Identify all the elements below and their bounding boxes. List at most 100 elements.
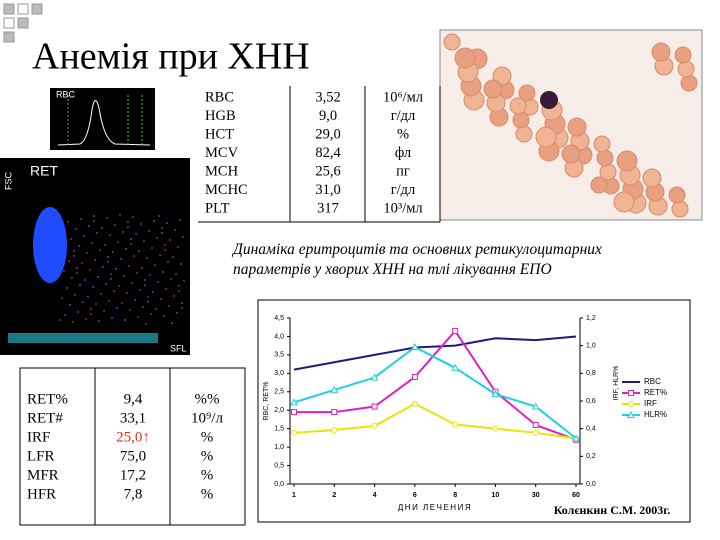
erythrocyte	[668, 186, 686, 204]
scatter-dot	[177, 246, 179, 248]
erythrocyte	[596, 149, 614, 167]
scatter-dot	[91, 242, 93, 244]
scatter-dot	[71, 277, 73, 279]
erythrocyte	[518, 84, 536, 102]
scatter-dot	[107, 261, 109, 263]
marker	[452, 421, 459, 428]
scatter-dot	[181, 302, 183, 304]
scatter-dot	[131, 282, 133, 284]
scatter-dot	[95, 303, 97, 305]
erythrocyte	[593, 135, 611, 153]
table-cell: 9,0	[319, 108, 337, 124]
scatter-dot	[83, 235, 85, 237]
ret-table	[19, 367, 246, 526]
scatter-dot	[66, 287, 68, 289]
scatter-label: RET	[30, 163, 58, 179]
chart-caption: Динаміка еритроцитів та основних ретикул…	[231, 241, 602, 278]
table-cell: RET%	[27, 391, 68, 407]
x-tick-label: 6	[413, 492, 417, 499]
y-tick-label: 3,5	[274, 352, 284, 359]
marker	[492, 425, 499, 432]
erythrocyte	[674, 46, 692, 64]
scatter-dot	[119, 214, 121, 216]
erythrocyte	[567, 117, 587, 137]
scatter-dot	[117, 241, 119, 243]
scatter-dot	[134, 299, 136, 301]
table-cell: 17,2	[120, 467, 146, 483]
y-tick-label: 4,0	[274, 333, 284, 340]
marker	[291, 409, 297, 416]
erythrocyte	[483, 79, 503, 99]
histogram-label: RBC	[56, 89, 76, 99]
scatter-dot	[59, 319, 61, 321]
table-cell: RET#	[27, 410, 63, 426]
scatter-dot	[128, 265, 130, 267]
table-cell: 10³/мл	[383, 200, 422, 216]
table-cell: 31,0	[315, 182, 340, 198]
erythrocyte	[642, 168, 662, 188]
x-tick-label: 2	[332, 492, 336, 499]
scatter-dot	[178, 285, 180, 287]
chart-frame	[257, 299, 691, 523]
scatter-dot	[124, 319, 126, 321]
table-cell: фл	[395, 145, 411, 161]
table-cell: %%	[195, 391, 220, 407]
scatter-dot	[82, 301, 84, 303]
series-line	[293, 345, 577, 440]
erythrocyte	[512, 111, 530, 129]
scatter-dot	[61, 297, 63, 299]
scatter-dot	[110, 273, 112, 275]
scatter-dot	[74, 294, 76, 296]
legend-label: IRF	[644, 399, 657, 408]
x-tick-label: 30	[532, 492, 540, 499]
scatter-dot	[165, 288, 167, 290]
scatter-dot	[160, 298, 162, 300]
erythrocyte	[535, 126, 557, 148]
scatter-dot	[178, 290, 180, 292]
scatter-dot	[171, 322, 173, 324]
scatter-dot	[136, 272, 138, 274]
scatter-dot	[89, 269, 91, 271]
scatter-dot	[183, 280, 185, 282]
scatter-dot	[75, 228, 77, 230]
scatter-dot	[135, 233, 137, 235]
table-cell: HGB	[205, 108, 236, 124]
x-axis-label: ДНИ ЛЕЧЕНИЯ	[398, 503, 472, 512]
table-cell: MFR	[27, 467, 59, 483]
marker	[452, 327, 459, 334]
marker	[291, 429, 297, 436]
table-cell: пг	[396, 163, 410, 179]
table-cell: %	[397, 126, 409, 142]
scatter-dot	[76, 267, 78, 269]
marker	[627, 410, 635, 418]
y2-axis-label: IRF, HLR%	[613, 366, 620, 401]
table-cell: MCHC	[205, 182, 248, 198]
scatter-dot	[169, 239, 171, 241]
marker	[331, 409, 338, 416]
marker	[411, 374, 418, 381]
scatter-dot	[104, 244, 106, 246]
scatter-dot	[105, 283, 107, 285]
scatter-dot	[167, 261, 169, 263]
scatter-dot	[87, 296, 89, 298]
scatter-dot	[99, 249, 101, 251]
marker	[572, 434, 580, 442]
erythrocyte	[671, 200, 689, 218]
legend-label: RBC	[644, 377, 661, 386]
series-line	[293, 402, 577, 440]
marker	[491, 390, 500, 398]
table-cell: LFR	[27, 448, 55, 464]
scatter-dot	[130, 243, 132, 245]
scatter-dot	[93, 220, 95, 222]
table-cell: г/дл	[391, 108, 416, 124]
scatter-dot	[174, 229, 176, 231]
table-cell: 9,4	[124, 391, 143, 407]
marker	[531, 402, 540, 410]
y-tick-label: 1,5	[274, 426, 284, 433]
scatter-dot	[120, 258, 122, 260]
scatter-dot	[81, 262, 83, 264]
scatter-dot	[154, 264, 156, 266]
scatter-dot	[115, 268, 117, 270]
scatter-dot	[90, 308, 92, 310]
scatter-dot	[164, 244, 166, 246]
